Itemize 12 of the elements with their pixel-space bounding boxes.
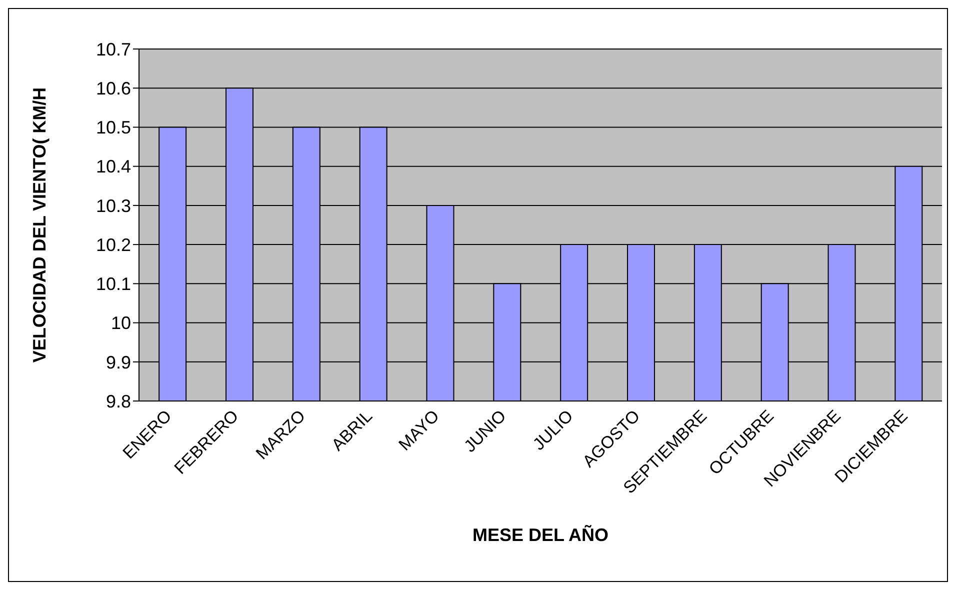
y-tick-label: 10.3 [96, 196, 131, 216]
y-tick-label: 10.6 [96, 78, 131, 98]
y-tick-label: 10.4 [96, 156, 131, 177]
y-tick-label: 10 [110, 313, 131, 334]
y-tick-label: 10.7 [96, 39, 131, 60]
y-axis-title: VELOCIDAD DEL VIENTO( KM/H [29, 87, 50, 363]
y-tick-label: 10.2 [96, 234, 131, 255]
x-axis-title: MESE DEL AÑO [472, 524, 609, 545]
y-tick-label: 9.9 [106, 352, 131, 372]
y-tick-label: 10.1 [96, 274, 131, 294]
y-tick-label: 9.8 [106, 391, 131, 412]
y-tick-label: 10.5 [96, 118, 131, 138]
